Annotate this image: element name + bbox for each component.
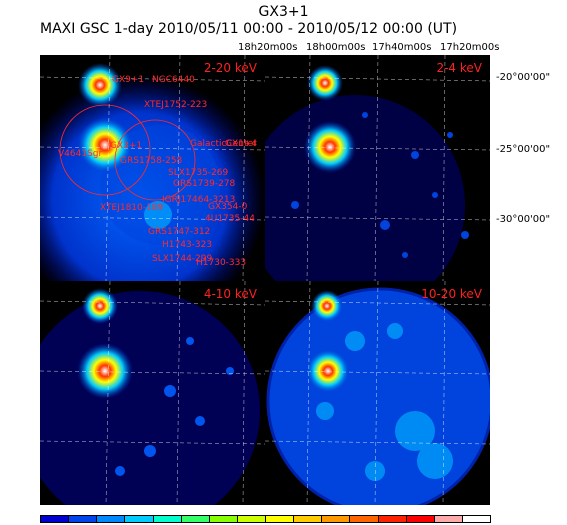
panel-10-20kev-image [265,281,490,505]
source-label: GRS1747-312 [148,227,211,237]
source-label: 4U1735-44 [205,214,255,224]
colorbar-segment [96,515,126,523]
panel-2-4kev-label: 2-4 keV [436,61,482,75]
colorbar-segment [265,515,295,523]
ra-tick-1: 18h20m00s [238,42,298,53]
panel-4-10kev-image [40,281,265,505]
colorbar-segment [433,515,463,523]
source-label: NGC6440 [152,75,195,85]
colorbar-segment [377,515,407,523]
colorbar-segment [349,515,379,523]
panel-2-20kev-label: 2-20 keV [203,61,257,75]
panel-2-4kev-image [265,55,490,281]
panel-4-10kev: 4-10 keV [40,281,265,505]
source-label: GX354-0 [208,202,248,212]
ra-tick-4: 17h20m00s [440,42,500,53]
source-label: XTEJ1752-223 [144,100,208,110]
panel-4-10kev-label: 4-10 keV [203,287,257,301]
ra-tick-2: 18h00m00s [306,42,366,53]
source-label: H1730-333 [196,258,247,268]
ra-tick-3: 17h40m00s [372,42,432,53]
panel-2-4kev: 2-4 keV [265,55,490,281]
colorbar-segment [208,515,238,523]
colorbar-segment [68,515,98,523]
main-title: GX3+1 [258,4,309,20]
panel-2-20kev-image [40,55,265,281]
source-label: V4641Sgr [58,149,103,159]
source-label: GX9+1 [112,75,145,85]
colorbar-segment [405,515,435,523]
colorbar-segment [321,515,351,523]
dec-tick-1: -20°00'00" [496,72,551,83]
source-label: GalacticCenter [190,139,257,149]
source-label: XTEJ1810-189 [100,203,164,213]
source-label: SLX1735-269 [168,168,229,178]
colorbar-segment [180,515,210,523]
panel-10-20kev-label: 10-20 keV [421,287,482,301]
source-label: GRS1758-258 [120,156,183,166]
colorbar-segment [293,515,323,523]
panel-10-20kev: 10-20 keV [265,281,490,505]
source-label: SLX1744-299 [152,254,213,264]
source-label: H1743-323 [162,240,213,250]
colorbar-segment [124,515,154,523]
colorbar-segment [461,515,491,523]
colorbar-segment [40,515,70,523]
colorbar-segment [236,515,266,523]
dec-tick-3: -30°00'00" [496,214,551,225]
source-label: GRS1739-278 [173,179,236,189]
panel-2-20kev: 2-20 keV GX9+1 NGC6440 XTEJ1752-223 V464… [40,55,265,281]
dec-tick-2: -25°00'00" [496,144,551,155]
colorbar-segment [152,515,182,523]
source-label: GX3+1 [110,141,143,151]
subtitle: MAXI GSC 1-day 2010/05/11 00:00 - 2010/0… [40,21,458,37]
source-label: IGRJ17464-3213 [162,195,236,205]
source-label: GX1+4 [225,139,258,149]
